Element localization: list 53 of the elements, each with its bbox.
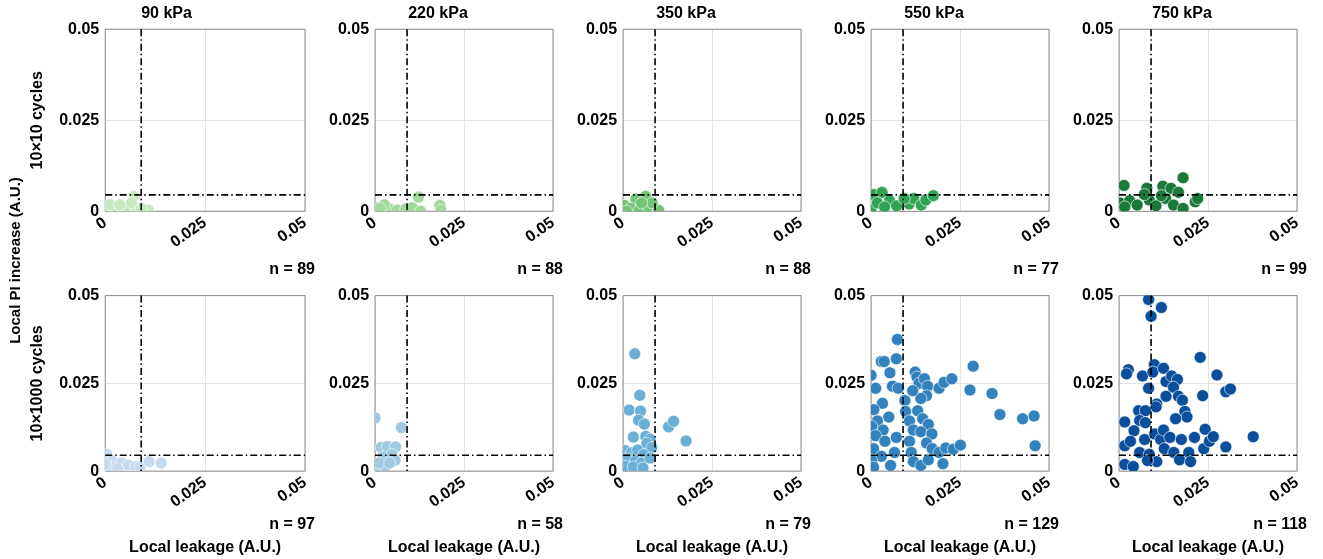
y-tick-label: 0.025 bbox=[1072, 373, 1114, 391]
x-tick-label: 0.05 bbox=[522, 213, 558, 246]
x-tick-label: 0.05 bbox=[274, 213, 310, 246]
y-tick-label: 0.025 bbox=[59, 373, 100, 391]
y-tick-label: 0.025 bbox=[824, 373, 866, 391]
y-axis-title: 10×1000 cycles bbox=[28, 325, 46, 442]
y-tick-label: 0.05 bbox=[1081, 286, 1114, 304]
y-tick-label: 0.05 bbox=[337, 286, 370, 304]
x-tick-label: 0.05 bbox=[1266, 473, 1302, 505]
x-tick-label: 0.05 bbox=[770, 473, 806, 505]
x-tick-label: 0.05 bbox=[1018, 213, 1054, 246]
text: n = 88 bbox=[765, 260, 812, 278]
y-tick-label: 0.025 bbox=[1072, 110, 1114, 128]
y-tick-label: 0.05 bbox=[337, 19, 370, 37]
text: n = 129 bbox=[1004, 515, 1060, 533]
y-tick-label: 0.025 bbox=[59, 110, 100, 128]
x-tick-label: 0.05 bbox=[770, 213, 806, 246]
chart-title: 550 kPa bbox=[904, 4, 964, 22]
y-tick-label: 0.05 bbox=[833, 286, 866, 304]
y-tick-label: 0.025 bbox=[824, 110, 866, 128]
y-tick-label: 0.025 bbox=[328, 373, 370, 391]
x-tick-label: 0.05 bbox=[274, 473, 310, 505]
y-tick-label: 0.025 bbox=[576, 110, 618, 128]
y-tick-label: 0.05 bbox=[585, 286, 618, 304]
x-tick-label: 0.05 bbox=[1266, 213, 1302, 246]
text: n = 89 bbox=[269, 260, 316, 278]
chart-title: 350 kPa bbox=[656, 4, 716, 22]
text: n = 88 bbox=[517, 260, 564, 278]
chart-title: 90 kPa bbox=[141, 4, 192, 22]
y-tick-label: 0.025 bbox=[328, 110, 370, 128]
y-tick-label: 0.05 bbox=[68, 19, 100, 37]
y-tick-label: 0.05 bbox=[1081, 19, 1114, 37]
text: n = 77 bbox=[1013, 260, 1060, 278]
x-axis-title: Local leakage (A.U.) bbox=[129, 537, 282, 555]
y-tick-label: 0.05 bbox=[68, 286, 100, 304]
x-tick-label: 0.05 bbox=[522, 473, 558, 505]
x-axis-title: Local leakage (A.U.) bbox=[1132, 537, 1285, 555]
text: n = 79 bbox=[765, 515, 812, 533]
y-axis-title: 10×10 cycles bbox=[28, 71, 46, 170]
chart-title: 750 kPa bbox=[1152, 4, 1212, 22]
text: Local PI increase (A.U.) bbox=[5, 176, 23, 344]
chart-title: 220 kPa bbox=[408, 4, 468, 22]
y-tick-label: 0.025 bbox=[576, 373, 618, 391]
text: n = 58 bbox=[517, 515, 564, 533]
text: n = 99 bbox=[1261, 260, 1308, 278]
text: n = 118 bbox=[1253, 515, 1308, 533]
text: n = 97 bbox=[269, 515, 316, 533]
x-axis-title: Local leakage (A.U.) bbox=[884, 537, 1037, 555]
x-tick-label: 0.05 bbox=[1018, 473, 1054, 505]
y-tick-label: 0.05 bbox=[833, 19, 866, 37]
y-tick-label: 0.05 bbox=[585, 19, 618, 37]
x-axis-title: Local leakage (A.U.) bbox=[636, 537, 789, 555]
x-axis-title: Local leakage (A.U.) bbox=[388, 537, 541, 555]
